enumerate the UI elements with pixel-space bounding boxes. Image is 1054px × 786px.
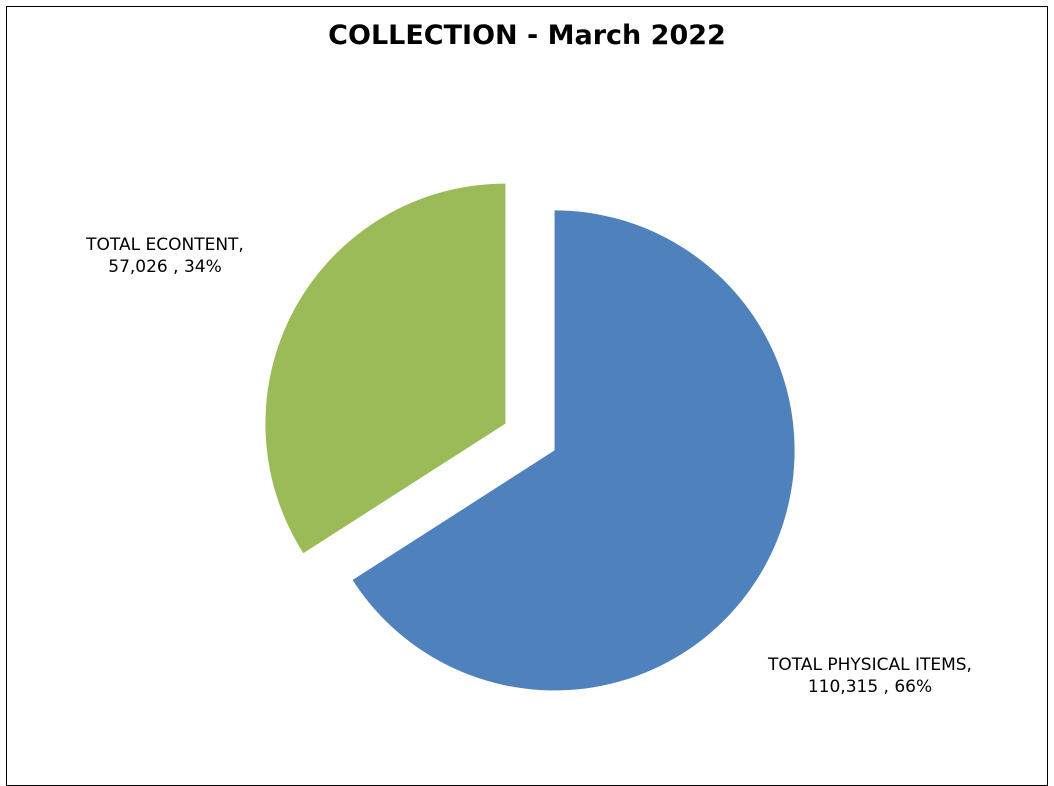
slice-label-econtent-line1: TOTAL ECONTENT, — [86, 235, 244, 255]
slice-label-econtent: TOTAL ECONTENT, 57,026 , 34% — [40, 234, 290, 278]
chart-title: COLLECTION - March 2022 — [328, 20, 726, 51]
pie-chart — [265, 183, 795, 691]
pie-slice-physical-items — [352, 210, 795, 691]
slice-label-physical-items: TOTAL PHYSICAL ITEMS, 110,315 , 66% — [720, 654, 1020, 698]
slice-label-physical-line1: TOTAL PHYSICAL ITEMS, — [768, 655, 972, 675]
slice-label-econtent-line2: 57,026 , 34% — [108, 257, 222, 277]
pie-slice-econtent — [265, 183, 506, 554]
slice-label-physical-line2: 110,315 , 66% — [807, 677, 933, 697]
